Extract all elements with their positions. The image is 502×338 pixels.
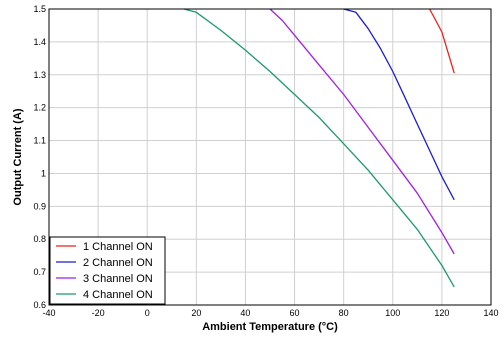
y-tick-label: 1.2 — [33, 103, 46, 113]
y-tick-label: 0.6 — [33, 300, 46, 310]
plot-area-border — [48, 8, 492, 306]
series-line-3 — [269, 8, 455, 255]
legend-label: 1 Channel ON — [83, 241, 153, 253]
legend-box — [49, 236, 166, 305]
y-tick-label: 1.5 — [33, 4, 46, 14]
y-tick-label: 1 — [41, 168, 46, 178]
series-line-1 — [429, 8, 455, 74]
x-tick-label: 100 — [385, 308, 400, 318]
legend: 1 Channel ON 2 Channel ON 3 Channel ON 4 Ch… — [49, 236, 166, 305]
y-tick-label: 1.1 — [33, 136, 46, 146]
x-tick-label: -40 — [42, 308, 55, 318]
legend-label: 3 Channel ON — [83, 273, 153, 285]
x-tick-label: 0 — [145, 308, 150, 318]
series-line-2 — [343, 8, 455, 201]
x-axis-title: Ambient Temperature (°C) — [202, 321, 338, 333]
x-tick-label: 80 — [339, 308, 349, 318]
x-tick-label: 120 — [434, 308, 449, 318]
x-tick-label: 40 — [240, 308, 250, 318]
series-lines — [183, 8, 455, 288]
x-tick-label: 20 — [191, 308, 201, 318]
tick-labels: -40 -20 0 20 40 60 80 100 120 140 0.6 0.7 0.8 0.9 1 1.1… — [33, 4, 498, 318]
x-tick-label: -20 — [92, 308, 105, 318]
y-tick-label: 1.4 — [33, 37, 46, 47]
y-tick-label: 1.3 — [33, 70, 46, 80]
legend-label: 2 Channel ON — [83, 257, 153, 269]
x-tick-label: 60 — [290, 308, 300, 318]
y-tick-label: 0.9 — [33, 201, 46, 211]
y-tick-label: 0.7 — [33, 267, 46, 277]
legend-label: 4 Channel ON — [83, 289, 153, 301]
y-axis-title: Output Current (A) — [12, 108, 24, 205]
x-tick-label: 140 — [483, 308, 498, 318]
y-tick-label: 0.8 — [33, 234, 46, 244]
series-line-4 — [183, 8, 455, 288]
